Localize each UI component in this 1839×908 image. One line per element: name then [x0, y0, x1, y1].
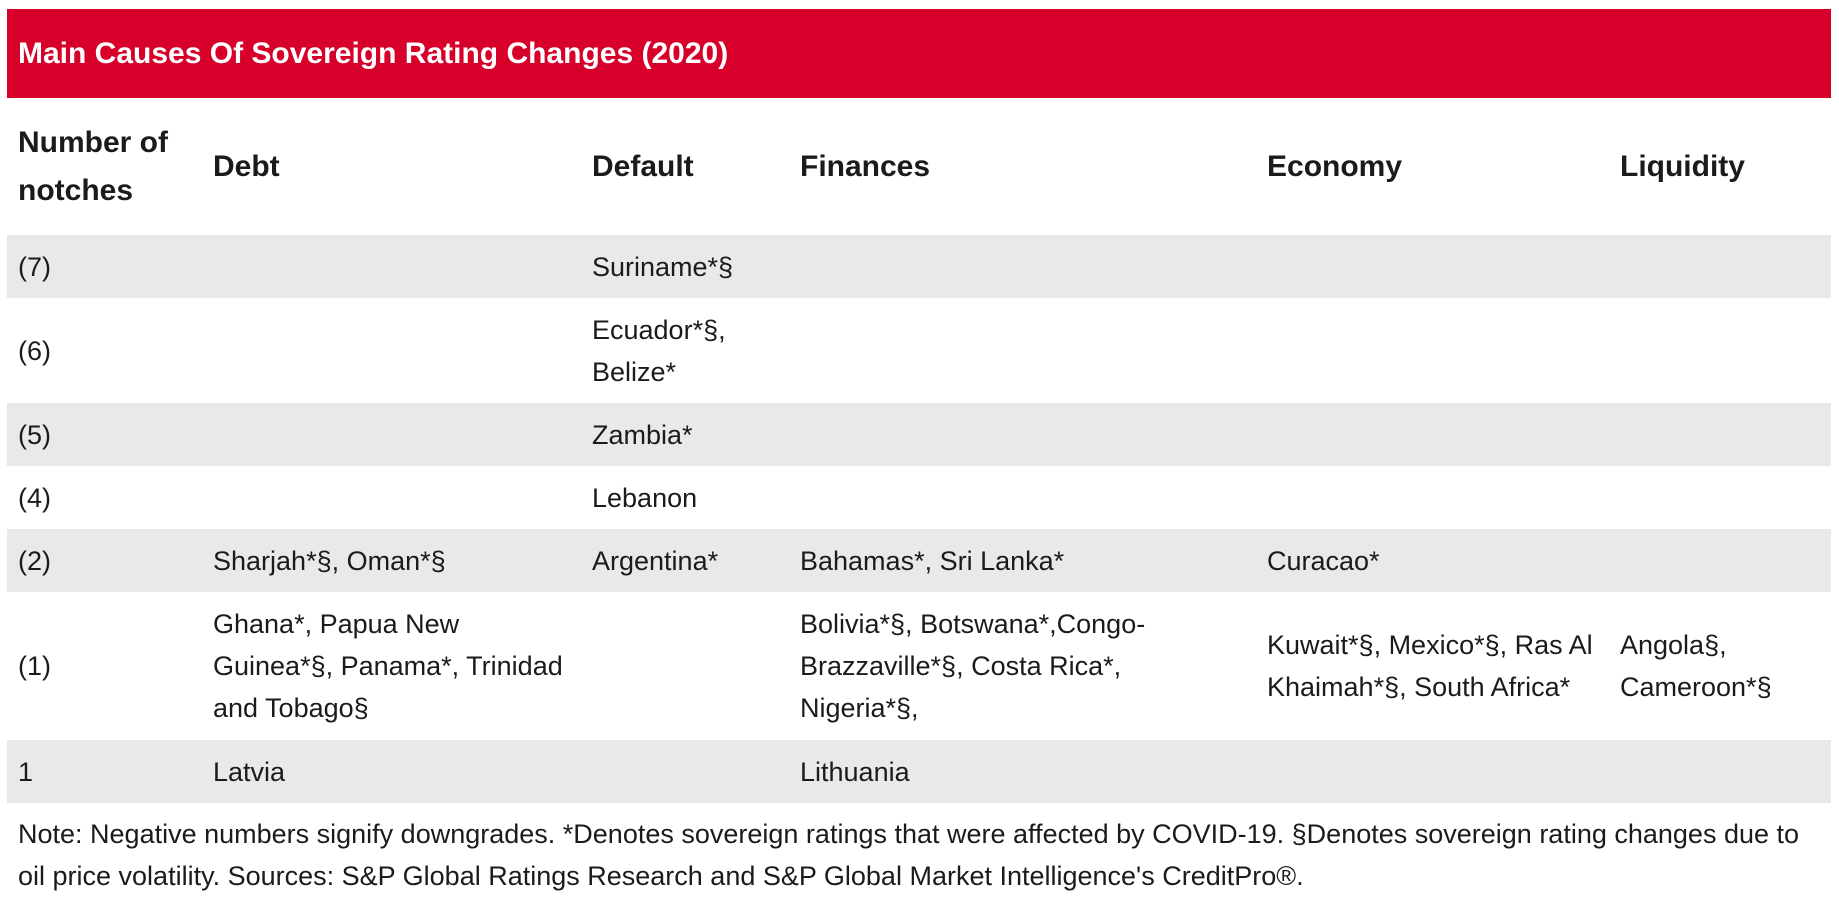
- cell-default: [581, 592, 789, 740]
- cell-notches: 1: [7, 740, 202, 803]
- column-header-liquidity: Liquidity: [1620, 149, 1745, 183]
- table-row: (4) Lebanon: [7, 466, 1831, 529]
- column-header-notches: Number of notches: [18, 125, 168, 207]
- cell-debt: [202, 403, 581, 466]
- cell-finances: [789, 466, 1256, 529]
- cell-finances: Bolivia*§, Botswana*,Congo-Brazzaville*§…: [800, 609, 1146, 723]
- cell-finances: Lithuania: [789, 740, 1256, 803]
- cell-liquidity: [1609, 298, 1831, 403]
- cell-finances: [789, 298, 1256, 403]
- table-title: Main Causes Of Sovereign Rating Changes …: [7, 9, 1831, 98]
- table-row: (6) Ecuador*§, Belize*: [7, 298, 1831, 403]
- cell-liquidity: [1609, 403, 1831, 466]
- cell-notches: (7): [7, 235, 202, 298]
- cell-default: Zambia*: [581, 403, 789, 466]
- cell-debt: [202, 235, 581, 298]
- column-header-default: Default: [592, 149, 694, 183]
- cell-finances: [789, 403, 1256, 466]
- cell-notches: (4): [18, 482, 51, 513]
- column-header-debt: Debt: [213, 149, 280, 183]
- cell-notches: (2): [7, 529, 202, 592]
- table-row: (2) Sharjah*§, Oman*§ Argentina* Bahamas…: [7, 529, 1831, 592]
- cell-economy: [1256, 740, 1609, 803]
- cell-notches: (1): [18, 651, 51, 681]
- cell-economy: [1256, 466, 1609, 529]
- cell-finances: Bahamas*, Sri Lanka*: [789, 529, 1256, 592]
- ratings-table: Number of notches Debt Default Finances …: [7, 98, 1831, 803]
- cell-finances: [789, 235, 1256, 298]
- cell-default: Ecuador*§, Belize*: [592, 314, 726, 387]
- cell-notches: (6): [18, 335, 51, 366]
- cell-liquidity: [1609, 740, 1831, 803]
- cell-economy: Curacao*: [1256, 529, 1609, 592]
- cell-debt: Ghana*, Papua New Guinea*§, Panama*, Tri…: [213, 609, 563, 723]
- header-row: Number of notches Debt Default Finances …: [7, 98, 1831, 235]
- cell-economy: [1256, 403, 1609, 466]
- footnote: Note: Negative numbers signify downgrade…: [18, 819, 1800, 891]
- column-header-finances: Finances: [800, 149, 931, 183]
- cell-economy: [1256, 235, 1609, 298]
- table-row: (1) Ghana*, Papua New Guinea*§, Panama*,…: [7, 592, 1831, 740]
- cell-liquidity: [1609, 235, 1831, 298]
- cell-economy: [1256, 298, 1609, 403]
- cell-debt: [202, 298, 581, 403]
- cell-liquidity: Angola§, Cameroon*§: [1620, 630, 1772, 702]
- cell-notches: (5): [7, 403, 202, 466]
- cell-default: Argentina*: [581, 529, 789, 592]
- cell-debt: Latvia: [202, 740, 581, 803]
- cell-debt: [202, 466, 581, 529]
- cell-default: Lebanon: [592, 482, 698, 513]
- column-header-economy: Economy: [1267, 149, 1403, 183]
- cell-default: Suriname*§: [581, 235, 789, 298]
- table-row: (7) Suriname*§: [7, 235, 1831, 298]
- cell-liquidity: [1609, 466, 1831, 529]
- table-row: 1 Latvia Lithuania: [7, 740, 1831, 803]
- cell-economy: Kuwait*§, Mexico*§, Ras Al Khaimah*§, So…: [1267, 630, 1593, 702]
- cell-debt: Sharjah*§, Oman*§: [202, 529, 581, 592]
- cell-liquidity: [1609, 529, 1831, 592]
- table-row: (5) Zambia*: [7, 403, 1831, 466]
- cell-default: [581, 740, 789, 803]
